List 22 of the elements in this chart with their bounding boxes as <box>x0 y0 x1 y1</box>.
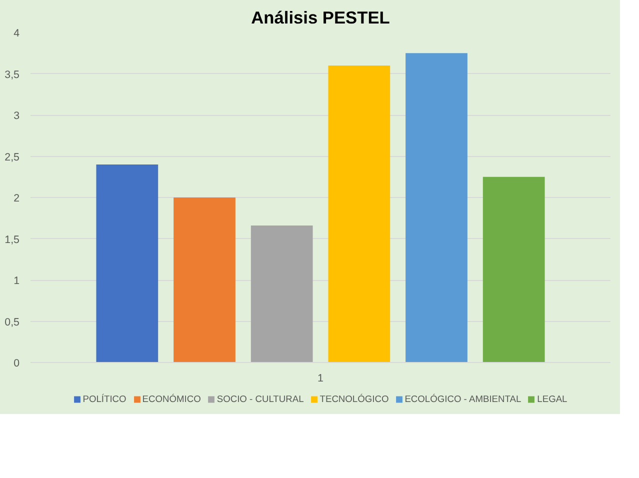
bar <box>482 176 545 362</box>
y-tick-label: 3 <box>14 110 20 122</box>
bar <box>406 53 468 362</box>
y-tick-label: 1,5 <box>4 234 20 246</box>
chart-title: Análisis PESTEL <box>251 8 390 28</box>
y-tick-label: 2 <box>14 192 20 204</box>
bar <box>96 164 158 362</box>
y-tick-label: 3,5 <box>4 68 20 81</box>
legend-label: POLÍTICO <box>82 394 126 404</box>
y-tick-label: 0 <box>14 358 20 370</box>
y-tick-label: 2,5 <box>4 151 20 164</box>
legend-label: SOCIO - CULTURAL <box>216 394 304 404</box>
legend-label: ECONÓMICO <box>142 394 201 404</box>
bar <box>174 198 236 362</box>
legend-label: ECOLÓGICO - AMBIENTAL <box>404 394 522 404</box>
y-tick-label: 0,5 <box>4 316 20 328</box>
bar <box>250 226 313 362</box>
bar <box>328 66 390 362</box>
legend-label: LEGAL <box>537 394 568 404</box>
y-tick-label: 1 <box>14 275 20 287</box>
legend-label: TECNOLÓGICO <box>320 394 389 404</box>
y-tick-label: 4 <box>14 28 20 40</box>
